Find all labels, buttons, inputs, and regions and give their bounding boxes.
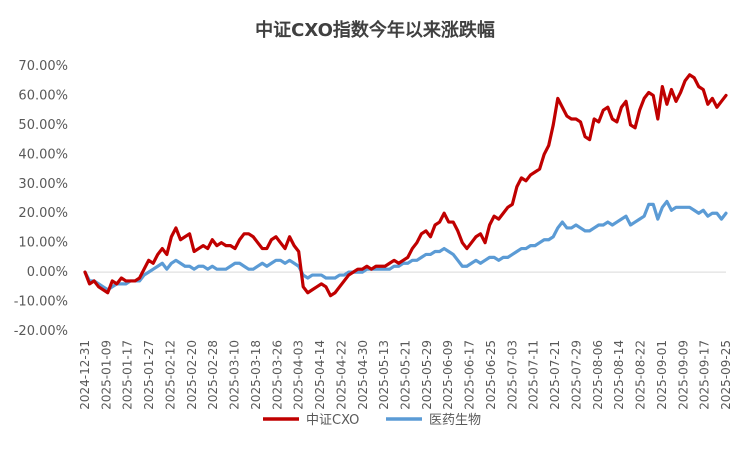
y-tick-label: 0.00%	[27, 265, 68, 280]
x-tick-label: 2025-05-29	[420, 340, 434, 410]
y-tick-label: 50.00%	[18, 118, 68, 133]
x-tick-label: 2025-03-18	[249, 340, 263, 410]
y-tick-label: 60.00%	[18, 88, 68, 103]
series-line-1	[83, 199, 728, 292]
x-tick-label: 2025-04-14	[313, 340, 327, 410]
x-tick-label: 2025-09-09	[676, 340, 690, 410]
legend-label: 医药生物	[429, 413, 481, 428]
x-tick-label: 2025-02-12	[163, 340, 177, 410]
y-tick-label: -20.00%	[14, 324, 68, 339]
x-tick-label: 2025-04-03	[292, 340, 306, 410]
x-tick-label: 2025-06-25	[484, 340, 498, 410]
x-tick-label: 2025-07-29	[569, 340, 583, 410]
x-tick-label: 2025-05-21	[399, 340, 413, 410]
x-tick-label: 2025-06-17	[463, 340, 477, 410]
y-tick-label: 70.00%	[18, 59, 68, 74]
x-tick-label: 2025-09-25	[719, 340, 733, 410]
x-tick-label: 2025-07-21	[548, 340, 562, 410]
chart-title: 中证CXO指数今年以来涨跌幅	[255, 20, 495, 41]
y-tick-label: -10.00%	[14, 295, 68, 310]
series-line-0	[83, 73, 728, 298]
x-tick-label: 2025-08-22	[634, 340, 648, 410]
x-tick-label: 2025-03-26	[270, 340, 284, 410]
x-tick-label: 2025-02-20	[185, 340, 199, 410]
y-tick-label: 10.00%	[18, 236, 68, 251]
x-tick-label: 2025-08-06	[591, 340, 605, 410]
x-tick-label: 2025-09-01	[655, 340, 669, 410]
x-tick-label: 2025-06-09	[441, 340, 455, 410]
x-tick-label: 2025-04-22	[334, 340, 348, 410]
x-tick-label: 2025-01-17	[121, 340, 135, 410]
x-tick-label: 2025-02-28	[206, 340, 220, 410]
x-tick-label: 2025-09-17	[698, 340, 712, 410]
x-tick-label: 2025-03-10	[228, 340, 242, 410]
x-tick-label: 2025-07-03	[505, 340, 519, 410]
y-tick-label: 40.00%	[18, 147, 68, 162]
x-tick-label: 2024-12-31	[78, 340, 92, 410]
y-tick-label: 20.00%	[18, 206, 68, 221]
x-tick-label: 2025-01-27	[142, 340, 156, 410]
y-tick-label: 30.00%	[18, 177, 68, 192]
x-tick-label: 2025-01-09	[99, 340, 113, 410]
legend-label: 中证CXO	[306, 413, 359, 428]
x-tick-label: 2025-04-30	[356, 340, 370, 410]
x-tick-label: 2025-08-14	[612, 340, 626, 410]
x-tick-label: 2025-05-13	[377, 340, 391, 410]
x-tick-label: 2025-07-11	[527, 340, 541, 410]
